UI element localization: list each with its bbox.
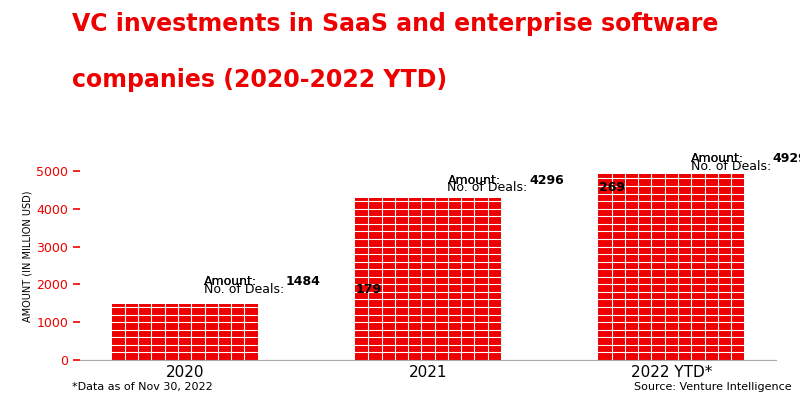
- Text: Amount:: Amount:: [204, 275, 258, 288]
- Bar: [598, 174, 744, 360]
- Text: No. of Deals:: No. of Deals:: [691, 160, 771, 173]
- Text: Amount:4929: Amount:4929: [691, 152, 775, 165]
- Text: Amount:4296: Amount:4296: [447, 174, 532, 187]
- Text: Source: Venture Intelligence: Source: Venture Intelligence: [634, 382, 792, 392]
- Text: Amount:1484: Amount:1484: [204, 275, 289, 288]
- Text: VC investments in SaaS and enterprise software: VC investments in SaaS and enterprise so…: [72, 12, 718, 36]
- Text: 1484: 1484: [286, 275, 321, 288]
- Text: Amount:: Amount:: [447, 174, 501, 187]
- Text: 269: 269: [599, 181, 626, 194]
- Text: 4296: 4296: [530, 174, 564, 187]
- Y-axis label: AMOUNT (IN MILLION USD): AMOUNT (IN MILLION USD): [22, 190, 32, 322]
- Text: 179: 179: [356, 283, 382, 296]
- Text: Amount:: Amount:: [447, 174, 501, 187]
- Text: No. of Deals:: No. of Deals:: [204, 283, 284, 296]
- Bar: [355, 198, 501, 360]
- Text: Amount:: Amount:: [691, 152, 744, 165]
- Text: Amount:: Amount:: [204, 275, 258, 288]
- Bar: [112, 304, 258, 360]
- Text: *Data as of Nov 30, 2022: *Data as of Nov 30, 2022: [72, 382, 213, 392]
- Text: 4929: 4929: [773, 152, 800, 165]
- Text: companies (2020-2022 YTD): companies (2020-2022 YTD): [72, 68, 447, 92]
- Text: Amount:: Amount:: [691, 152, 744, 165]
- Text: No. of Deals:: No. of Deals:: [447, 181, 528, 194]
